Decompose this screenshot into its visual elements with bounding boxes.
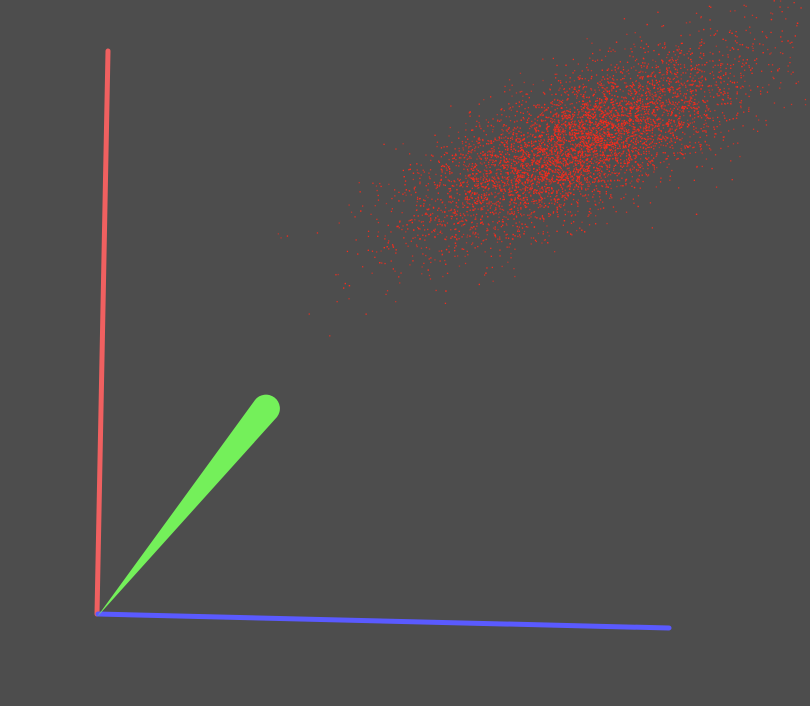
y-axis-cone <box>97 394 280 617</box>
point-cloud <box>277 0 807 337</box>
x-axis-line <box>94 48 111 617</box>
z-axis-line <box>95 611 672 631</box>
